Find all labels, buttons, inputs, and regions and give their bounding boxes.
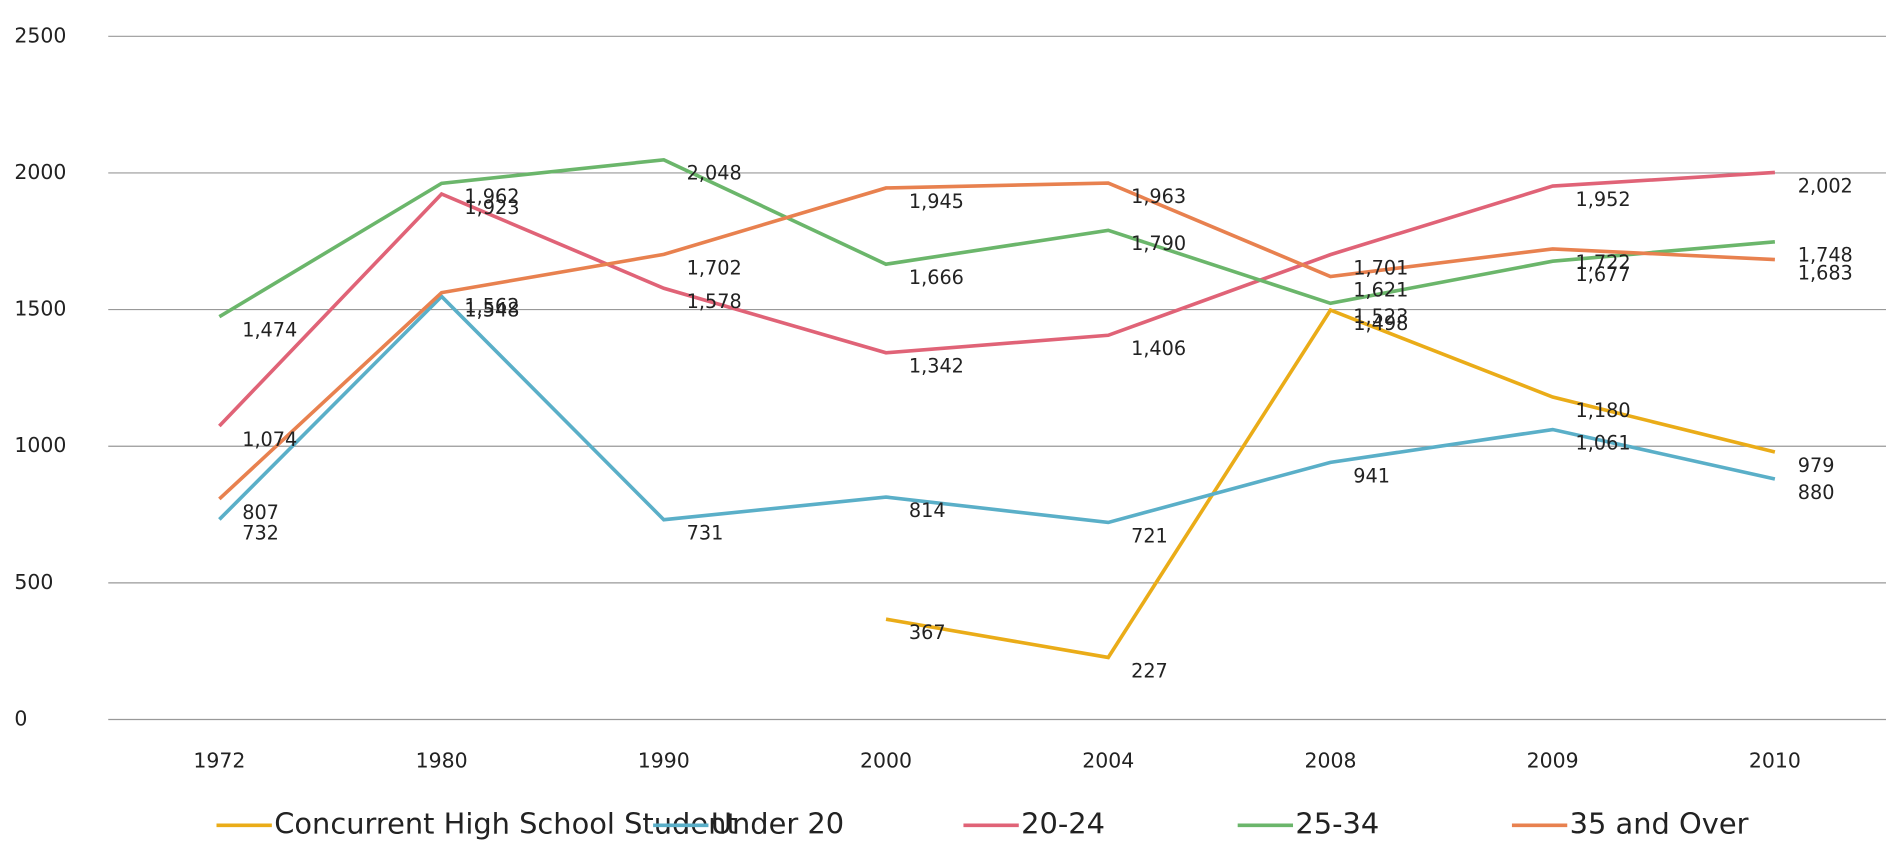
series-line	[218, 157, 1776, 319]
data-label: 732	[242, 521, 279, 544]
data-label: 1,945	[909, 190, 964, 213]
data-label: 880	[1798, 481, 1835, 504]
data-label: 1,790	[1131, 232, 1186, 255]
data-label: 1,474	[242, 319, 297, 342]
data-label: 1,562	[464, 295, 519, 318]
y-tick-label: 2000	[14, 160, 66, 184]
data-label: 227	[1131, 659, 1168, 682]
data-label: 1,722	[1576, 251, 1631, 274]
x-tick-label: 2009	[1527, 749, 1579, 773]
data-label: 2,002	[1798, 174, 1853, 197]
data-label: 1,342	[909, 355, 964, 378]
data-label: 1,578	[687, 290, 742, 313]
data-label: 1,952	[1576, 188, 1631, 211]
data-label: 1,748	[1798, 244, 1853, 267]
series-line	[885, 307, 1776, 660]
legend-label: 35 and Over	[1570, 806, 1749, 840]
x-tick-label: 2000	[860, 749, 912, 773]
y-tick-label: 0	[14, 706, 27, 730]
x-tick-label: 2010	[1749, 749, 1801, 773]
data-label: 1,963	[1131, 185, 1186, 208]
data-label: 941	[1353, 464, 1390, 487]
data-label: 814	[909, 499, 946, 522]
data-label: 1,074	[242, 428, 297, 451]
data-label: 1,061	[1576, 431, 1631, 454]
legend-label: 20-24	[1021, 806, 1105, 840]
x-tick-label: 2004	[1082, 749, 1134, 773]
data-label: 1,498	[1353, 312, 1408, 335]
data-label: 1,701	[1353, 257, 1408, 280]
data-label: 1,702	[687, 256, 742, 279]
x-tick-label: 2008	[1304, 749, 1356, 773]
series-line	[218, 170, 1776, 428]
data-label: 721	[1131, 524, 1168, 547]
legend-label: Under 20	[711, 806, 844, 840]
legend-label: 25-34	[1295, 806, 1379, 840]
legend-label: Concurrent High School Student	[274, 806, 737, 840]
x-tick-label: 1980	[416, 749, 468, 773]
data-label: 1,923	[464, 196, 519, 219]
data-label: 1,621	[1353, 278, 1408, 301]
data-label: 2,048	[687, 162, 742, 185]
y-tick-label: 500	[14, 570, 53, 594]
data-label: 979	[1798, 454, 1835, 477]
data-label: 807	[242, 501, 279, 524]
y-tick-label: 2500	[14, 23, 66, 47]
data-label: 1,683	[1798, 261, 1853, 284]
data-label: 1,962	[464, 185, 519, 208]
data-label: 1,180	[1576, 399, 1631, 422]
series-line	[218, 181, 1775, 501]
x-tick-label: 1990	[638, 749, 690, 773]
data-label: 1,406	[1131, 337, 1186, 360]
data-label: 731	[687, 522, 724, 545]
y-tick-label: 1500	[14, 297, 66, 321]
data-label: 367	[909, 621, 946, 644]
series-line	[218, 293, 1776, 525]
y-tick-label: 1000	[14, 433, 66, 457]
data-label: 1,548	[464, 298, 519, 321]
x-tick-label: 1972	[193, 749, 245, 773]
data-label: 1,677	[1576, 263, 1631, 286]
data-label: 1,523	[1353, 305, 1408, 328]
data-label: 1,666	[909, 266, 964, 289]
